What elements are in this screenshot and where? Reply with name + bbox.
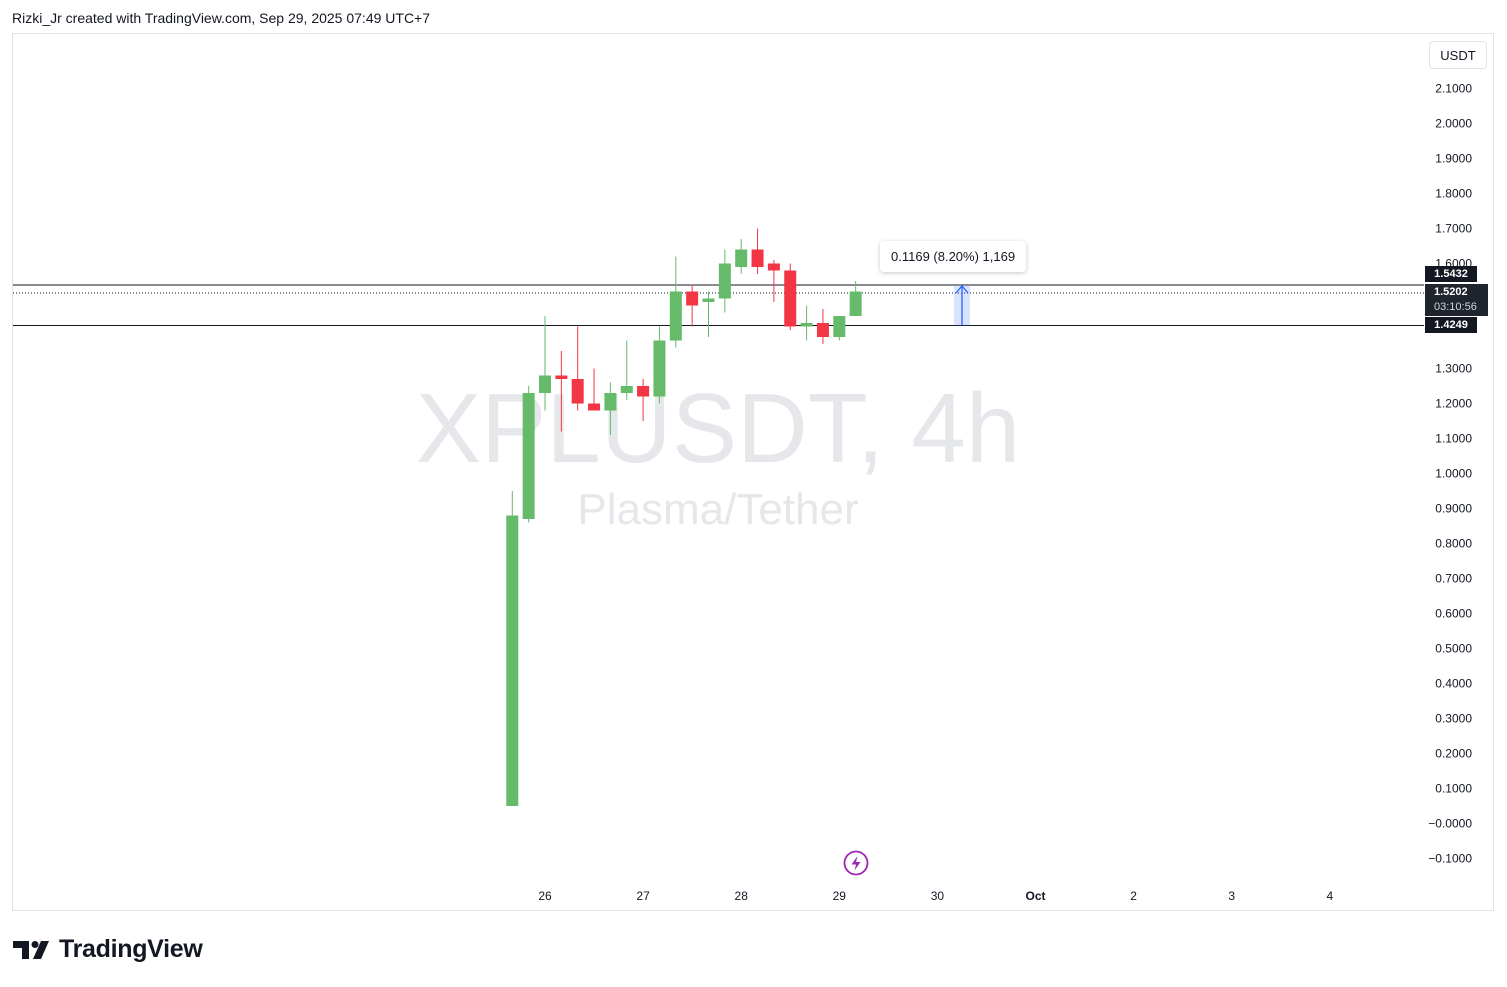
candle-body-up: [833, 316, 846, 337]
time-tick-label: 29: [833, 889, 847, 903]
candle[interactable]: [669, 256, 682, 348]
time-tick-label: 26: [538, 889, 552, 903]
price-tick-label: 1.1000: [1435, 432, 1472, 446]
candle-body-up: [718, 263, 731, 299]
candle-body-up: [620, 386, 633, 393]
time-tick-label: 2: [1130, 889, 1137, 903]
price-tick-label: −0.1000: [1428, 852, 1472, 866]
price-tick-label: 2.0000: [1435, 117, 1472, 131]
candle-body-down: [588, 403, 601, 411]
candle[interactable]: [588, 368, 601, 411]
price-tick-label: −0.0000: [1428, 817, 1472, 831]
price-tick-label: 0.5000: [1435, 642, 1472, 656]
price-tick-label: 1.2000: [1435, 397, 1472, 411]
measure-arrow-icon: [955, 285, 969, 294]
time-axis[interactable]: 26 27 28 29 30 Oct 2 3 4: [538, 889, 1333, 903]
candle-body-up: [669, 291, 682, 341]
candle[interactable]: [506, 491, 519, 806]
upper-line-price-tag: 1.5432: [1425, 266, 1477, 282]
price-tick-label: 0.9000: [1435, 502, 1472, 516]
candle-body-up: [735, 249, 748, 267]
price-tick-label: 0.8000: [1435, 537, 1472, 551]
time-tick-label: 30: [931, 889, 945, 903]
candle-body-down: [784, 270, 797, 327]
time-tick-label: 28: [735, 889, 749, 903]
candle[interactable]: [522, 386, 535, 523]
chart-pane[interactable]: [12, 33, 1494, 911]
price-tick-label: 0.4000: [1435, 677, 1472, 691]
price-tick-label: 1.9000: [1435, 152, 1472, 166]
price-tick-label: 1.7000: [1435, 222, 1472, 236]
candle-body-down: [686, 291, 699, 306]
price-tick-label: 0.1000: [1435, 782, 1472, 796]
price-tick-label: 0.6000: [1435, 607, 1472, 621]
time-tick-label: 27: [636, 889, 650, 903]
price-tick-label: 1.0000: [1435, 467, 1472, 481]
candle[interactable]: [767, 260, 780, 302]
chart-author-caption: Rizki_Jr created with TradingView.com, S…: [12, 10, 431, 26]
candle[interactable]: [686, 284, 699, 327]
price-tick-label: 2.1000: [1435, 82, 1472, 96]
candle[interactable]: [784, 263, 797, 331]
time-tick-label: 4: [1326, 889, 1333, 903]
price-tick-label: 1.8000: [1435, 187, 1472, 201]
candle-body-down: [767, 263, 780, 271]
time-tick-label: Oct: [1025, 889, 1045, 903]
bar-countdown: 03:10:56: [1434, 301, 1477, 313]
watermark-symbol: XPLUSDT, 4h: [416, 373, 1021, 483]
price-axis[interactable]: 2.10002.00001.90001.80001.70001.60001.30…: [1428, 82, 1472, 866]
time-tick-label: 3: [1228, 889, 1235, 903]
candle-body-down: [751, 249, 764, 267]
current-price-tag: 1.5202 03:10:56: [1425, 284, 1488, 316]
candle[interactable]: [833, 316, 846, 341]
lower-line-price-tag: 1.4249: [1425, 317, 1477, 333]
candle[interactable]: [735, 239, 748, 274]
candle-body-down: [555, 375, 568, 379]
candle-body-down: [637, 386, 650, 397]
candle[interactable]: [751, 228, 764, 275]
tradingview-brand[interactable]: TradingView: [13, 935, 203, 964]
candle[interactable]: [539, 316, 551, 411]
candle[interactable]: [604, 382, 617, 436]
candle-body-up: [702, 298, 715, 302]
candle[interactable]: [620, 340, 633, 401]
candle[interactable]: [637, 379, 650, 421]
candle-body-down: [816, 323, 829, 337]
candles-series[interactable]: [506, 228, 862, 807]
price-tick-label: 0.7000: [1435, 572, 1472, 586]
candle[interactable]: [653, 326, 666, 404]
price-tick-label: 1.3000: [1435, 362, 1472, 376]
price-tick-label: 0.2000: [1435, 747, 1472, 761]
candle-body-up: [653, 340, 666, 397]
candle-body-up: [539, 375, 551, 393]
candle[interactable]: [718, 249, 731, 313]
candle[interactable]: [849, 281, 862, 316]
candle[interactable]: [816, 309, 829, 344]
candle[interactable]: [702, 291, 715, 338]
price-tick-label: 0.3000: [1435, 712, 1472, 726]
currency-selector[interactable]: USDT: [1429, 41, 1487, 69]
tradingview-logo-icon: [13, 940, 49, 959]
candle[interactable]: [555, 351, 568, 432]
candle-body-up: [522, 393, 535, 519]
tradingview-wordmark: TradingView: [59, 935, 203, 963]
candle-body-down: [571, 379, 584, 404]
candle[interactable]: [571, 326, 584, 411]
candle-body-up: [506, 515, 519, 806]
watermark-description: Plasma/Tether: [577, 485, 858, 534]
lightning-icon[interactable]: [843, 850, 869, 876]
candle-body-up: [604, 393, 617, 411]
current-price-value: 1.5202: [1434, 286, 1468, 298]
candle-body-up: [849, 291, 862, 316]
measure-tooltip: 0.1169 (8.20%) 1,169: [880, 241, 1027, 272]
candle-body-up: [800, 323, 813, 327]
candle[interactable]: [800, 305, 813, 341]
